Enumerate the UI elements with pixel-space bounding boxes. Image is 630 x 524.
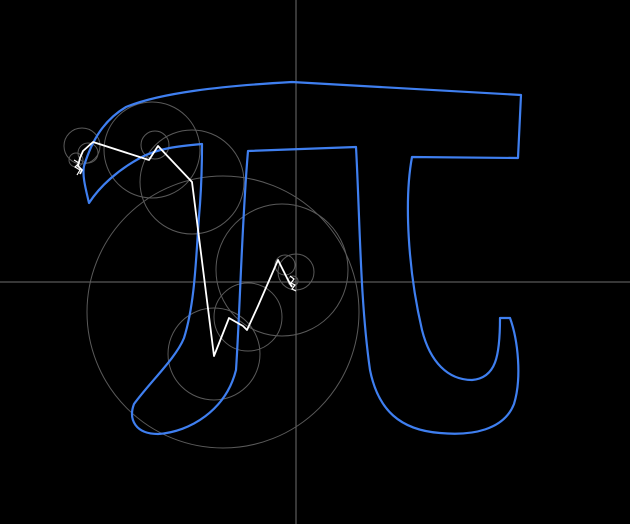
epicycle-circle [213,282,283,352]
epicycle-circle [139,129,245,235]
epicycle-arm-chain [77,141,293,357]
epicycle-circle [103,101,201,199]
pi-shape-path [82,80,523,436]
epicycle-circle [167,307,261,401]
epicycle-circle [86,175,360,449]
epicycle-circle [140,130,170,160]
epicycle-circles [63,101,360,449]
pen-tip-scribble [73,159,297,292]
epicycle-circle [215,203,349,337]
